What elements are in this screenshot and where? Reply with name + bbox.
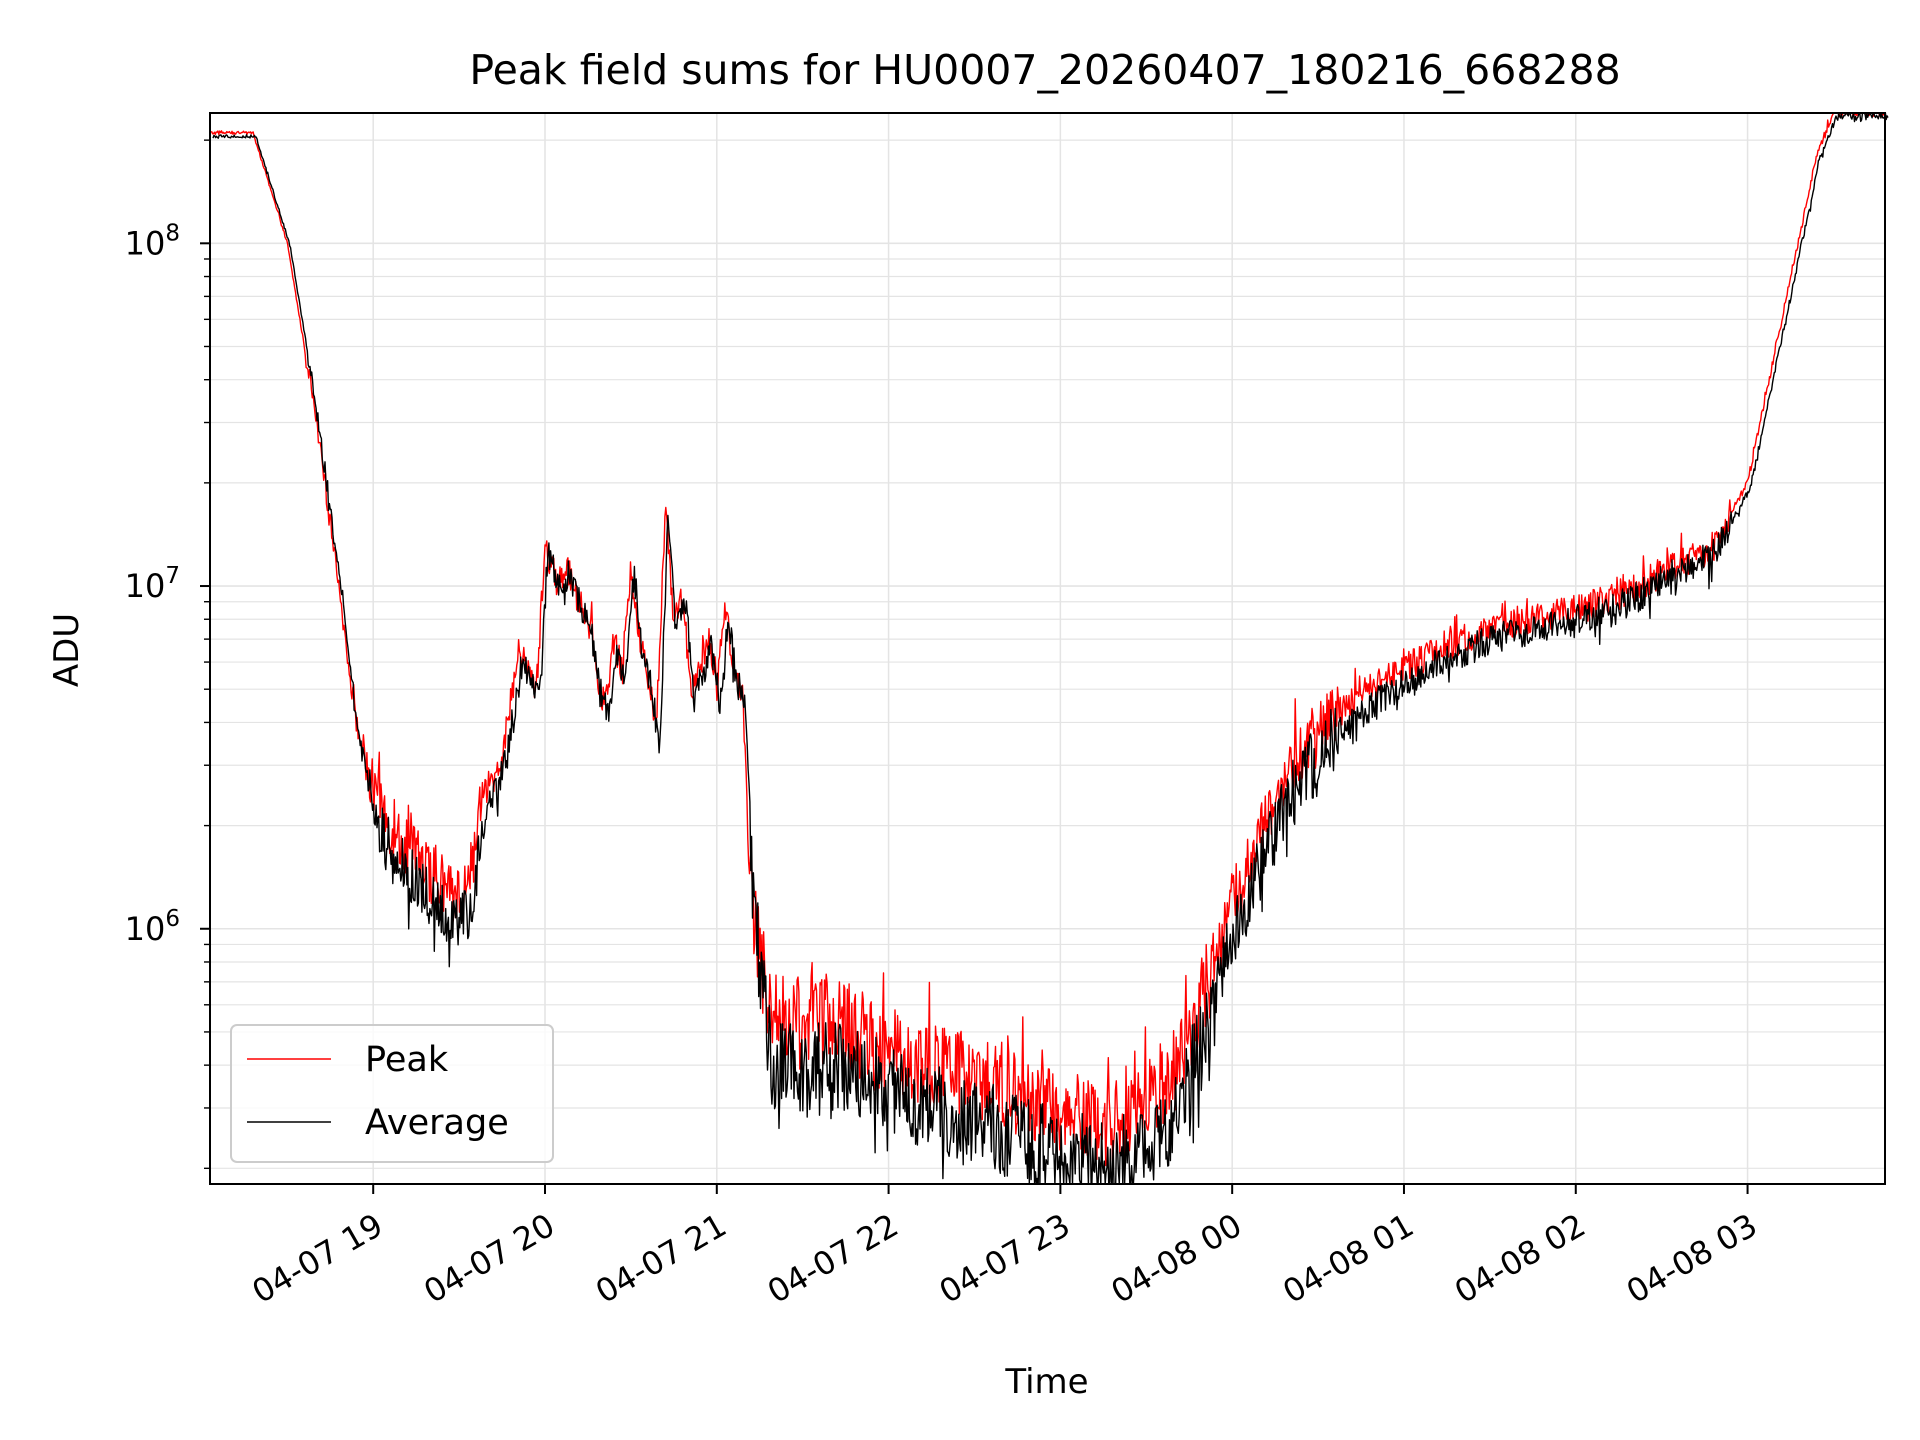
- y-tick-exponent: 7: [165, 563, 180, 589]
- legend: Peak Average: [230, 1024, 554, 1163]
- plot-frame: [209, 112, 1886, 1185]
- x-axis-label: Time: [1004, 1362, 1088, 1402]
- y-tick-label: 108: [125, 220, 180, 262]
- legend-label-peak: Peak: [365, 1040, 449, 1080]
- chart-title: Peak field sums for HU0007_20260407_1802…: [469, 46, 1620, 94]
- y-tick-base: 10: [125, 567, 166, 605]
- y-tick-label: 107: [125, 563, 180, 605]
- y-tick-base: 10: [125, 910, 166, 948]
- y-axis-label: ADU: [47, 613, 87, 687]
- y-tick-base: 10: [125, 224, 166, 262]
- y-tick-exponent: 6: [165, 906, 180, 932]
- series-layer: [209, 112, 1889, 1185]
- series-line-average: [212, 112, 1889, 1185]
- series-line-peak: [209, 112, 1886, 1167]
- y-tick-exponent: 8: [165, 220, 180, 246]
- y-tick-label: 106: [125, 906, 180, 948]
- legend-label-average: Average: [365, 1103, 509, 1143]
